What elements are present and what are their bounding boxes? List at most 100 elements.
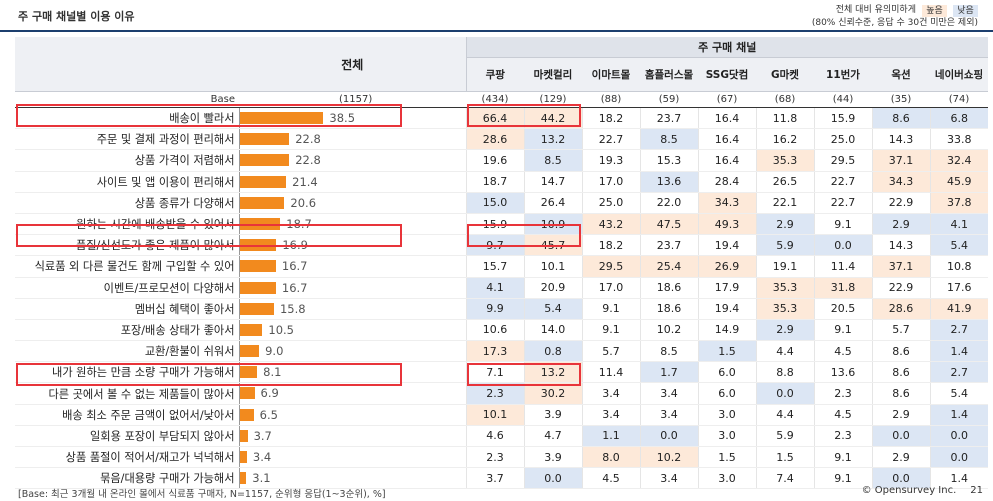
base-count: (44) <box>814 91 872 108</box>
table-row: 품질/신선도가 좋은 제품이 많아서 16.9 9.7 45.7 18.2 23.7 19.… <box>15 234 988 257</box>
total-bar-cell: 16.7 <box>239 255 466 278</box>
row-label: 배송이 빨라서 <box>15 107 240 130</box>
channel-value: 41.9 <box>929 298 988 320</box>
table-row: 주문 및 결제 과정이 편리해서 22.8 28.6 13.2 22.7 8.5 16.4 1… <box>15 128 988 151</box>
channel-value: 19.4 <box>697 298 756 320</box>
channel-value: 8.8 <box>755 361 814 384</box>
row-label: 사이트 및 앱 이용이 편리해서 <box>15 171 240 193</box>
channel-value: 17.9 <box>697 277 756 299</box>
total-value: 16.9 <box>282 238 308 253</box>
channel-value: 9.1 <box>581 319 640 342</box>
channel-value: 3.9 <box>523 446 582 469</box>
channel-value: 19.6 <box>465 149 524 172</box>
channel-value: 11.8 <box>755 107 814 130</box>
channel-value: 15.9 <box>465 213 524 236</box>
total-bar-cell: 20.6 <box>239 192 466 214</box>
channel-value: 20.9 <box>523 277 582 299</box>
channel-value: 0.0 <box>929 446 988 469</box>
channel-value: 9.1 <box>581 298 640 320</box>
header-channel: 이마트몰 <box>582 57 640 92</box>
header-channel: G마켓 <box>756 57 814 92</box>
channel-value: 17.6 <box>929 277 988 299</box>
channel-value: 49.3 <box>697 213 756 236</box>
channel-value: 30.2 <box>523 382 582 405</box>
base-count: (68) <box>756 91 814 108</box>
table-row: 묶음/대용량 구매가 가능해서 3.1 3.7 0.0 4.5 3.4 3.0 7.4 9.1 0… <box>15 467 988 490</box>
channel-value: 15.0 <box>465 192 524 214</box>
total-bar <box>239 451 247 463</box>
channel-value: 14.9 <box>697 319 756 342</box>
total-value: 9.0 <box>265 344 284 359</box>
total-bar <box>239 387 255 400</box>
channel-value: 4.5 <box>813 404 872 426</box>
channel-value: 8.0 <box>581 446 640 469</box>
channel-value: 15.3 <box>639 149 698 172</box>
table-row: 다른 곳에서 볼 수 없는 제품들이 많아서 6.9 2.3 30.2 3.4 3.4 6.… <box>15 382 988 405</box>
channel-value: 0.8 <box>523 340 582 363</box>
row-label: 묶음/대용량 구매가 가능해서 <box>15 467 240 490</box>
channel-value: 18.7 <box>465 171 524 193</box>
channel-value: 34.3 <box>697 192 756 214</box>
channel-value: 17.3 <box>465 340 524 363</box>
channel-value: 19.1 <box>755 255 814 278</box>
channel-value: 22.7 <box>813 192 872 214</box>
channel-value: 18.2 <box>581 234 640 257</box>
reason-by-channel-table: 전체 주 구매 채널 쿠팡 마켓컬리 이마트몰 홈플러스몰 SSG닷컴 G마켓 11번가 옥션… <box>15 37 988 490</box>
channel-value: 22.7 <box>581 128 640 151</box>
channel-value: 5.4 <box>929 234 988 257</box>
channel-value: 29.5 <box>581 255 640 278</box>
channel-value: 1.5 <box>697 340 756 363</box>
total-value: 38.5 <box>329 111 356 125</box>
header-total: 전체 <box>15 37 467 92</box>
total-bar <box>239 472 247 485</box>
channel-value: 26.9 <box>697 255 756 278</box>
channel-value: 5.7 <box>871 319 930 342</box>
copyright: © Opensurvey Inc. <box>861 485 957 496</box>
base-count: (129) <box>524 91 582 108</box>
channel-value: 8.6 <box>871 361 930 384</box>
legend-high-swatch: 높음 <box>922 4 947 17</box>
row-label: 상품 종류가 다양해서 <box>15 192 240 214</box>
total-bar-cell: 3.7 <box>239 425 466 448</box>
base-total: (1157) <box>339 94 373 105</box>
channel-value: 3.9 <box>523 404 582 426</box>
channel-value: 34.3 <box>871 171 930 193</box>
total-bar-cell: 6.5 <box>239 404 466 426</box>
total-bar-cell: 8.1 <box>239 361 466 384</box>
channel-value: 0.0 <box>929 425 988 448</box>
channel-value: 4.6 <box>465 425 524 448</box>
channel-value: 0.0 <box>871 467 930 490</box>
table-row: 멤버십 혜택이 좋아서 15.8 9.9 5.4 9.1 18.6 19.4 35.3 20.5… <box>15 298 988 320</box>
base-count: (67) <box>698 91 756 108</box>
page-number: 21 <box>970 485 983 496</box>
channel-value: 20.5 <box>813 298 872 320</box>
total-bar-cell: 18.7 <box>239 213 466 236</box>
channel-value: 35.3 <box>755 277 814 299</box>
channel-value: 9.1 <box>813 319 872 342</box>
table-row: 교환/환불이 쉬워서 9.0 17.3 0.8 5.7 8.5 1.5 4.4 4.5 8.6 1.… <box>15 340 988 363</box>
channel-value: 16.2 <box>755 128 814 151</box>
channel-value: 28.6 <box>465 128 524 151</box>
channel-value: 2.7 <box>929 361 988 384</box>
total-bar-cell: 22.8 <box>239 149 466 172</box>
channel-value: 18.6 <box>639 277 698 299</box>
table-row: 배송이 빨라서 38.5 66.4 44.2 18.2 23.7 16.4 11.8 15.9 8… <box>15 107 988 130</box>
table-row: 포장/배송 상태가 좋아서 10.5 10.6 14.0 9.1 10.2 14.9 2.9 9… <box>15 319 988 342</box>
total-bar <box>239 281 276 294</box>
row-label: 내가 원하는 만큼 소량 구매가 가능해서 <box>15 361 240 384</box>
channel-value: 5.7 <box>581 340 640 363</box>
table-row: 원하는 시간에 배송받을 수 있어서 18.7 15.9 10.9 43.2 47.5 49… <box>15 213 988 236</box>
total-value: 18.7 <box>286 216 312 231</box>
total-bar-cell: 21.4 <box>239 171 466 193</box>
channel-value: 4.4 <box>755 404 814 426</box>
total-bar <box>239 175 287 188</box>
total-bar <box>239 112 324 124</box>
table-row: 상품 가격이 저렴해서 22.8 19.6 8.5 19.3 15.3 16.4 35.3 29… <box>15 149 988 172</box>
channel-value: 14.3 <box>871 234 930 257</box>
header-channel: 네이버쇼핑 <box>930 57 988 92</box>
channel-value: 10.1 <box>465 404 524 426</box>
channel-value: 10.2 <box>639 319 698 342</box>
legend-description: 전체 대비 유의미하게 <box>835 5 916 15</box>
header-channel: 쿠팡 <box>466 57 524 92</box>
channel-value: 32.4 <box>929 149 988 172</box>
